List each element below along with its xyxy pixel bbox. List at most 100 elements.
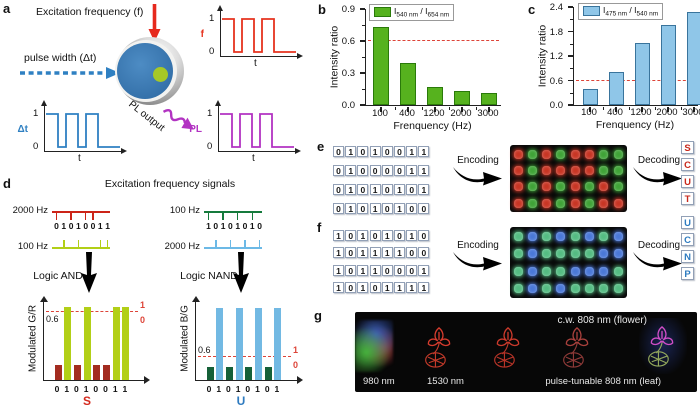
pl-dot <box>513 182 523 192</box>
f-decoding-label: Decoding <box>637 240 681 251</box>
binary-cell: 0 <box>406 265 418 276</box>
x-tick-label: 1200 <box>423 108 445 119</box>
threshold-value-label: 0.6 <box>46 313 59 324</box>
pl-dot <box>513 165 523 175</box>
binary-cell: 1 <box>381 247 393 258</box>
signal-name-label: Δt <box>17 124 28 135</box>
x-minor-tick <box>448 106 450 110</box>
binary-cell: 1 <box>394 184 405 195</box>
binary-cell: 1 <box>369 265 381 276</box>
y-axis <box>220 8 222 57</box>
binary-cell: 1 <box>345 203 357 214</box>
mod-bar <box>235 308 243 380</box>
y-one-label: 1 <box>33 108 39 119</box>
pl-dot <box>599 165 609 175</box>
axis-arrow-up-icon <box>192 292 201 302</box>
logic-nand-arrow-icon <box>233 252 249 294</box>
freq-line-bottom <box>204 247 262 249</box>
pl-dot <box>585 165 594 175</box>
binary-cell: 1 <box>369 203 381 214</box>
binary-cell: 0 <box>394 230 405 241</box>
binary-cell: 1 <box>345 165 357 176</box>
x-minor-tick <box>681 106 683 110</box>
pl-dot <box>613 231 623 241</box>
y-one-label: 1 <box>207 108 213 119</box>
binary-cell: 1 <box>406 146 418 157</box>
bar-100hz <box>582 89 598 105</box>
mod-bar <box>122 307 130 380</box>
x-minor-tick <box>655 106 657 110</box>
flower-photo-1530nm <box>423 325 455 370</box>
d-right-top-freq-label: 100 Hz <box>169 205 200 216</box>
threshold-value-label: 0.6 <box>198 344 211 355</box>
pl-dot <box>513 198 523 208</box>
y-tick <box>359 72 365 74</box>
excitation-down-arrow-icon <box>148 4 161 42</box>
binary-cell: 1 <box>418 265 430 276</box>
binary-cell: 1 <box>369 247 381 258</box>
binary-cell: 0 <box>394 146 405 157</box>
mod-bit-label: 1 <box>112 384 118 394</box>
x-time-label: t <box>252 153 255 164</box>
bar-2000hz <box>454 91 470 105</box>
c-x-tick-labels: 100 400 1200 2000 3000 <box>573 107 700 119</box>
y-zero-label: 0 <box>33 141 39 152</box>
bar-100hz <box>373 27 389 105</box>
y-tick-label: 2.4 <box>549 2 563 13</box>
y-zero-label: 0 <box>207 141 213 152</box>
panel-g-label: g <box>314 308 322 323</box>
b-x-tick-labels: 100 400 1200 2000 3000 <box>365 108 500 120</box>
x-tick-label: 3000 <box>477 108 499 119</box>
mod-bar <box>103 365 110 380</box>
b-y-tick-labels: 0.0 0.3 0.6 0.9 <box>337 4 361 111</box>
binary-cell: 1 <box>357 265 369 276</box>
x-tick <box>641 106 643 112</box>
binary-cell: 0 <box>381 265 393 276</box>
mod-bar <box>73 365 81 380</box>
binary-cell: 0 <box>333 184 344 195</box>
b-legend-swatch <box>374 7 391 18</box>
bar-3000hz <box>686 12 700 105</box>
logic-one-label: 1 <box>139 299 145 310</box>
y-minor-tick <box>361 57 365 59</box>
binary-cell: 1 <box>418 146 430 157</box>
x-tick-label: 400 <box>607 107 623 118</box>
x-tick <box>380 106 382 112</box>
x-time-label: t <box>78 153 81 164</box>
signal-name-label: PL <box>189 124 202 135</box>
x-tick-label: 1200 <box>630 107 652 118</box>
binary-cell: 1 <box>418 165 430 176</box>
b-legend: I540 nm / I654 nm <box>369 4 455 21</box>
y-minor-tick <box>569 19 573 21</box>
binary-cell: 1 <box>333 247 344 258</box>
f-encoding-label: Encoding <box>457 240 499 251</box>
panel-c-label: c <box>528 2 536 17</box>
x-tick-label: 100 <box>372 108 388 119</box>
comb-bit-label: 0 <box>228 221 233 231</box>
pl-dot <box>599 149 609 159</box>
y-tick <box>567 6 573 8</box>
pl-dot <box>556 198 566 208</box>
comb-bit-label: 1 <box>206 221 211 231</box>
freq-line-bottom <box>52 247 110 249</box>
pl-dot <box>613 198 623 208</box>
binary-cell: 0 <box>394 265 405 276</box>
freq-tick-top <box>55 211 58 220</box>
pl-dot <box>556 284 566 293</box>
pl-dot <box>599 266 609 276</box>
pl-dot <box>542 249 552 258</box>
freq-line-top <box>204 211 262 213</box>
x-tick <box>488 106 490 112</box>
binary-cell: 0 <box>418 247 430 258</box>
panel-d-label: d <box>3 176 11 191</box>
y-tick <box>567 30 573 33</box>
c-plot-area <box>567 6 700 112</box>
pl-dot <box>570 182 580 192</box>
binary-cell: 1 <box>333 265 344 276</box>
pl-dot <box>542 231 552 241</box>
